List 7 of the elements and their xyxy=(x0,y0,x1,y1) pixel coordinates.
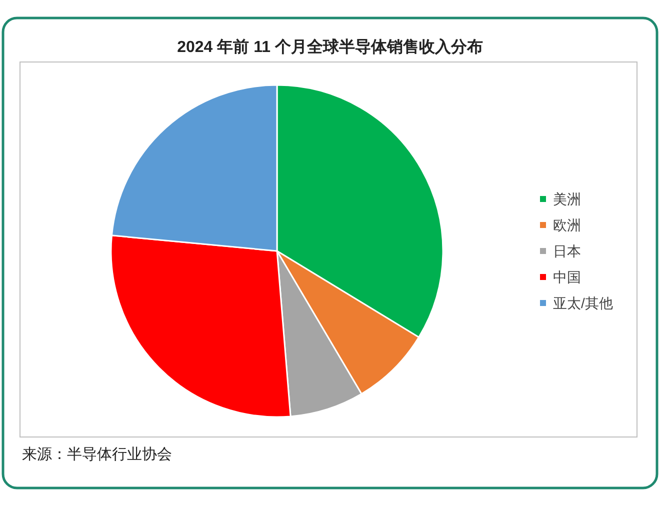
legend-label: 亚太/其他 xyxy=(553,295,613,311)
chart-title: 2024 年前 11 个月全球半导体销售收入分布 xyxy=(177,38,483,56)
source-note: 来源：半导体行业协会 xyxy=(22,446,172,463)
legend-label: 美洲 xyxy=(553,191,581,207)
legend-label: 中国 xyxy=(553,269,581,285)
legend-label: 日本 xyxy=(553,243,581,259)
legend-label: 欧洲 xyxy=(553,217,581,233)
